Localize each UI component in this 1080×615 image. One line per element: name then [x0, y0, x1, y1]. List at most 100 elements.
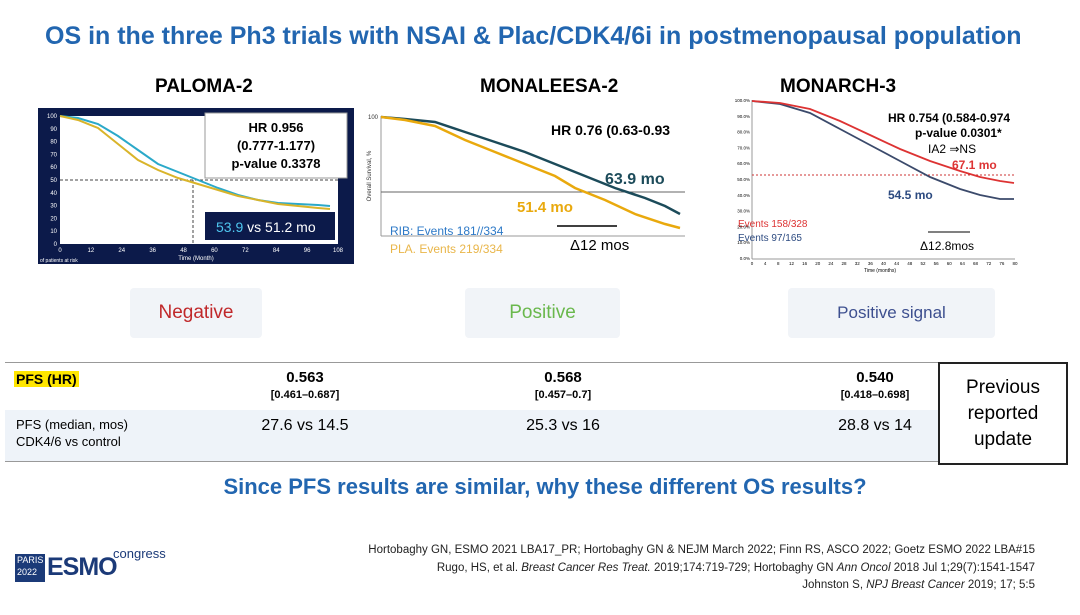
y-tick-label: 70.0%	[737, 145, 750, 150]
logo-year: 2022	[17, 567, 38, 577]
x-tick-label: 56	[934, 261, 940, 266]
y-tick-label: 100.0%	[735, 98, 750, 103]
x-tick-label: 72	[986, 261, 992, 266]
x-tick-label: 32	[855, 261, 861, 266]
x-tick-label: 60	[947, 261, 953, 266]
median-label: 53.9 vs 51.2 mo	[216, 219, 316, 235]
slide-title: OS in the three Ph3 trials with NSAI & P…	[45, 22, 1022, 50]
x-tick-label: 60	[211, 248, 218, 254]
y-tick-label: 0	[54, 242, 58, 248]
events-a: Events 158/328	[738, 219, 808, 230]
logo-brand: ESMO	[47, 553, 118, 581]
km-curve	[751, 100, 1014, 200]
risk-label: of patients at risk	[40, 258, 78, 264]
x-axis-label: Time (Month)	[178, 256, 213, 262]
y-tick-label: 90	[50, 127, 57, 133]
verdict: Positive	[465, 288, 620, 338]
x-tick-label: 28	[842, 261, 848, 266]
reference-part: Breast Cancer Res Treat.	[521, 561, 651, 574]
side-note-line: Previous	[966, 376, 1040, 398]
hr-p: p-value 0.3378	[232, 156, 321, 171]
x-tick-label: 20	[815, 261, 821, 266]
reference-part: Hortobaghy GN, ESMO 2021 LBA17_PR; Horto…	[368, 544, 1035, 556]
km-plot: HR 0.956 (0.777-1.177) p-value 0.3378 53…	[38, 108, 354, 264]
x-tick-label: 64	[960, 261, 966, 266]
table-cell: 28.8 vs 14	[775, 417, 975, 435]
median-b: 51.2 mo	[265, 219, 316, 235]
delta-label: Δ12 mos	[570, 237, 629, 254]
median-b: 51.4 mo	[517, 199, 573, 216]
cell-value: 0.540	[856, 369, 894, 386]
events-b: PLA. Events 219/334	[390, 242, 503, 256]
y-tick-label: 100	[47, 114, 58, 120]
reference-part: 2019;174:719-729; Hortobaghy GN	[650, 561, 837, 574]
table-rule	[5, 461, 938, 462]
y-tick-label: 50.0%	[737, 177, 750, 182]
verdict: Positive signal	[788, 288, 995, 338]
logo-block	[15, 554, 45, 582]
y-tick-label: 0.0%	[740, 256, 750, 261]
y-tick-label: 80	[50, 140, 57, 146]
x-tick-label: 24	[828, 261, 834, 266]
side-note-line: update	[973, 428, 1033, 450]
x-tick-label: 0	[751, 261, 754, 266]
x-tick-label: 24	[118, 248, 125, 254]
trial-name: PALOMA-2	[155, 76, 253, 97]
hr-note: IA2 ⇒NS	[928, 142, 976, 156]
km-curve	[380, 115, 681, 230]
cell-value: 28.8 vs 14	[838, 417, 912, 434]
events-a: RIB: Events 181//334	[390, 224, 504, 238]
table-cell: 0.563 [0.461–0.687]	[205, 369, 405, 401]
references: Hortobaghy GN, ESMO 2021 LBA17_PR; Horto…	[368, 542, 1035, 595]
question: Since PFS results are similar, why these…	[223, 474, 867, 499]
reference-part: Rugo, HS, et al.	[436, 561, 522, 574]
median-box	[205, 212, 335, 240]
cell-value: 0.563	[286, 369, 324, 386]
table-rule	[5, 362, 938, 363]
y-tick-label: 80.0%	[737, 130, 750, 135]
y-tick-label: 60	[50, 165, 57, 171]
km-plot: Overall Survival, % 100 HR 0.76 (0.63-0.…	[367, 115, 685, 256]
reference-part: Johnston S,	[802, 579, 867, 591]
y-tick-label: 20	[50, 216, 57, 222]
y-tick-label: 60.0%	[737, 161, 750, 166]
trial-name: MONALEESA-2	[480, 76, 619, 97]
hr-text: HR 0.754 (0.584-0.974	[888, 111, 1010, 125]
y-tick-label: 10	[50, 229, 57, 235]
cell-ci: [0.418–0.698]	[840, 389, 910, 401]
x-tick-label: 0	[58, 248, 62, 254]
x-tick-label: 84	[273, 248, 280, 254]
trial-name: MONARCH-3	[780, 76, 897, 97]
x-tick-label: 52	[920, 261, 926, 266]
events-b: Events 97/165	[738, 233, 802, 244]
median-a: 63.9 mo	[605, 171, 665, 188]
median-a: 67.1 mo	[952, 158, 997, 172]
row-label: PFS (HR)	[14, 371, 79, 387]
cell-ci: [0.457–0.7]	[534, 389, 592, 401]
y-tick-label: 100	[368, 115, 379, 121]
reference-part: Ann Oncol	[836, 561, 891, 574]
table-cell: 0.568 [0.457–0.7]	[463, 369, 663, 401]
hr-text: HR 0.956	[249, 120, 304, 135]
km-curve	[380, 115, 681, 216]
row-label: PFS (median, mos)	[16, 417, 128, 432]
y-tick-label: 20.0%	[737, 224, 750, 229]
logo: PARIS 2022 ESMO congress	[15, 546, 166, 582]
x-tick-label: 4	[764, 261, 767, 266]
x-tick-label: 44	[894, 261, 900, 266]
side-note-line: reported	[967, 402, 1039, 424]
median-a: 53.9	[216, 219, 243, 235]
x-tick-label: 48	[180, 248, 187, 254]
x-tick-label: 72	[242, 248, 249, 254]
reference-part: NPJ Breast Cancer	[866, 579, 965, 591]
table-cell: 25.3 vs 16	[463, 417, 663, 435]
x-tick-label: 8	[777, 261, 780, 266]
hr-ci: (0.777-1.177)	[237, 138, 315, 153]
row-label: CDK4/6 vs control	[16, 434, 121, 449]
hr-p: p-value 0.0301*	[915, 126, 1002, 140]
reference-part: 2018 Jul 1;29(7):1541-1547	[890, 561, 1035, 574]
km-plot: HR 0.754 (0.584-0.974 p-value 0.0301* IA…	[735, 98, 1018, 274]
x-tick-label: 12	[789, 261, 795, 266]
km-curve	[751, 100, 1015, 184]
